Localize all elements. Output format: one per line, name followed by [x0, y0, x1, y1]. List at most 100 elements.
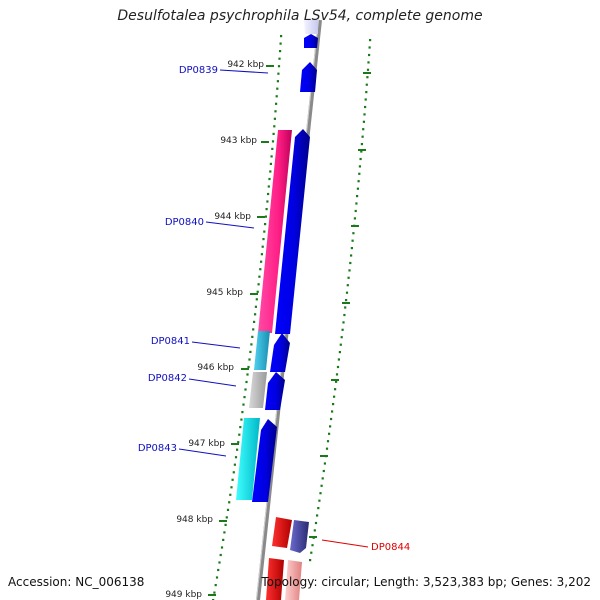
minor-tick — [222, 538, 225, 541]
cds-dp0844[interactable] — [290, 520, 309, 553]
minor-tick — [223, 531, 226, 534]
minor-tick — [310, 551, 313, 554]
leader-line — [191, 341, 241, 349]
minor-tick — [347, 276, 350, 279]
minor-tick — [339, 343, 342, 346]
cds-dp0842[interactable] — [265, 372, 285, 410]
minor-tick — [275, 102, 278, 105]
minor-tick — [364, 105, 367, 109]
minor-tick — [345, 299, 348, 302]
minor-tick — [365, 83, 368, 86]
gene-label-dp0844[interactable]: DP0844 — [371, 542, 410, 553]
minor-tick — [355, 202, 358, 205]
scale-label-943: 943 kbp — [220, 136, 257, 146]
minor-tick — [354, 209, 357, 213]
minor-tick — [348, 269, 351, 272]
feature-dp0840[interactable] — [258, 130, 292, 333]
minor-tick — [367, 61, 370, 64]
minor-tick — [277, 65, 281, 68]
minor-tick — [318, 499, 321, 502]
minor-tick — [275, 95, 278, 98]
minor-tick — [342, 321, 345, 324]
minor-tick — [316, 514, 319, 517]
minor-tick — [247, 365, 250, 369]
minor-tick — [228, 501, 231, 504]
minor-tick — [263, 230, 266, 233]
minor-tick — [229, 493, 232, 496]
scale-label-948: 948 kbp — [176, 515, 213, 525]
minor-tick — [232, 471, 235, 474]
minor-tick — [322, 469, 325, 473]
minor-tick — [251, 335, 254, 338]
leader-line — [205, 221, 255, 229]
feature-dp0841[interactable] — [254, 331, 270, 370]
feature-next-b — [285, 560, 302, 600]
minor-tick — [238, 433, 241, 436]
minor-tick — [274, 110, 277, 113]
outer-tick-marks — [309, 39, 372, 562]
scale-label-947: 947 kbp — [188, 439, 225, 449]
minor-tick — [365, 91, 368, 94]
minor-tick — [249, 350, 252, 353]
minor-tick — [320, 484, 323, 487]
feature-dp0842[interactable] — [249, 372, 267, 408]
feature-dp0843[interactable] — [236, 418, 260, 500]
minor-tick — [323, 462, 326, 465]
minor-tick — [331, 410, 334, 413]
minor-tick — [272, 132, 275, 135]
gene-label-dp0843[interactable]: DP0843 — [138, 443, 177, 454]
minor-tick — [213, 591, 216, 594]
cds-dp0843[interactable] — [252, 419, 277, 502]
minor-tick — [262, 238, 265, 241]
minor-tick — [260, 260, 263, 263]
minor-tick — [218, 561, 221, 564]
minor-tick — [321, 477, 324, 480]
gene-label-dp0840[interactable]: DP0840 — [165, 217, 204, 228]
minor-tick — [343, 313, 346, 317]
cds-dp0839[interactable] — [300, 62, 317, 92]
minor-tick — [256, 290, 259, 293]
minor-tick — [353, 217, 356, 220]
cds-dp0840[interactable] — [275, 129, 310, 334]
minor-tick — [219, 553, 222, 557]
minor-tick — [329, 425, 332, 428]
minor-tick — [244, 388, 247, 391]
minor-tick — [220, 546, 224, 549]
minor-tick — [250, 343, 253, 346]
gene-labels: DP0839 DP0840 DP0841 DP0842 DP0843 DP084… — [138, 65, 410, 553]
minor-tick — [240, 418, 243, 421]
gene-label-dp0839[interactable]: DP0839 — [179, 65, 218, 76]
minor-tick — [269, 162, 272, 165]
leader-line — [188, 378, 237, 387]
minor-tick — [253, 320, 256, 323]
minor-tick — [359, 157, 362, 161]
minor-tick — [338, 351, 341, 354]
cds-top-a — [304, 20, 318, 34]
minor-tick — [335, 380, 338, 383]
scale-label-942: 942 kbp — [227, 60, 264, 70]
minor-tick — [280, 35, 283, 38]
minor-tick — [266, 200, 269, 203]
genome-summary-text: Topology: circular; Length: 3,523,383 bp… — [261, 575, 591, 589]
leader-line — [219, 69, 269, 74]
minor-tick — [364, 98, 367, 101]
minor-tick — [335, 373, 339, 376]
minor-tick — [267, 185, 270, 188]
minor-tick — [271, 140, 275, 143]
cds-dp0841[interactable] — [270, 333, 290, 372]
minor-tick — [345, 291, 349, 294]
cds-track — [252, 20, 318, 553]
minor-tick — [363, 113, 366, 116]
minor-tick — [352, 232, 355, 235]
gene-label-dp0842[interactable]: DP0842 — [148, 373, 187, 384]
minor-tick — [233, 463, 236, 466]
minor-tick — [268, 177, 271, 181]
minor-tick — [344, 306, 347, 309]
scale-label-945: 945 kbp — [206, 288, 243, 298]
gene-label-dp0841[interactable]: DP0841 — [151, 336, 190, 347]
feature-dp0844[interactable] — [272, 517, 292, 548]
minor-tick — [246, 373, 249, 376]
leader-line — [321, 539, 369, 548]
minor-tick — [368, 53, 371, 57]
minor-tick — [309, 559, 312, 562]
